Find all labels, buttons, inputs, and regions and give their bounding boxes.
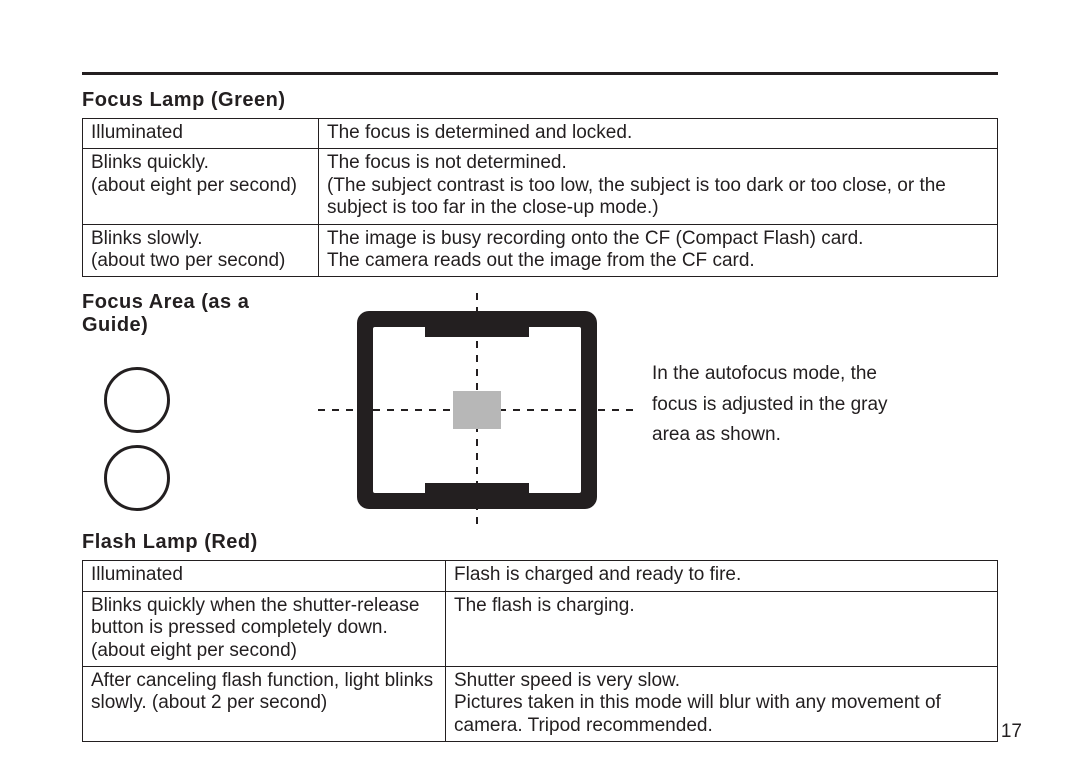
table-flash-lamp: Illuminated Flash is charged and ready t… (82, 560, 998, 742)
focus-area-caption: In the autofocus mode, the focus is adju… (642, 291, 892, 450)
viewfinder-icon (312, 291, 642, 529)
cell-state: After canceling flash function, light bl… (83, 667, 446, 742)
cell-desc: The focus is determined and locked. (319, 119, 998, 149)
indicator-circles (104, 367, 312, 511)
table-row: Blinks slowly.(about two per second) The… (83, 224, 998, 277)
viewfinder-diagram (312, 291, 642, 529)
heading-focus-lamp: Focus Lamp (Green) (82, 89, 998, 112)
cell-state: Blinks slowly.(about two per second) (83, 224, 319, 277)
table-row: Blinks quickly.(about eight per second) … (83, 149, 998, 224)
cell-desc: The flash is charging. (446, 591, 998, 666)
cell-state: Illuminated (83, 561, 446, 591)
cell-state: Illuminated (83, 119, 319, 149)
table-row: Illuminated Flash is charged and ready t… (83, 561, 998, 591)
circle-icon (104, 367, 170, 433)
cell-state: Blinks quickly when the shutter-release … (83, 591, 446, 666)
table-row: Illuminated The focus is determined and … (83, 119, 998, 149)
cell-desc: The focus is not determined.(The subject… (319, 149, 998, 224)
heading-focus-area: Focus Area (as a Guide) (82, 291, 312, 337)
table-row: After canceling flash function, light bl… (83, 667, 998, 742)
heading-flash-lamp: Flash Lamp (Red) (82, 531, 998, 554)
cell-desc: The image is busy recording onto the CF … (319, 224, 998, 277)
cell-desc: Shutter speed is very slow.Pictures take… (446, 667, 998, 742)
cell-desc: Flash is charged and ready to fire. (446, 561, 998, 591)
circle-icon (104, 445, 170, 511)
manual-page: Focus Lamp (Green) Illuminated The focus… (0, 0, 1080, 765)
top-rule (82, 72, 998, 75)
page-number: 17 (1001, 721, 1022, 743)
table-focus-lamp: Illuminated The focus is determined and … (82, 118, 998, 277)
cell-state: Blinks quickly.(about eight per second) (83, 149, 319, 224)
table-row: Blinks quickly when the shutter-release … (83, 591, 998, 666)
focus-area-row: Focus Area (as a Guide) I (82, 291, 998, 529)
